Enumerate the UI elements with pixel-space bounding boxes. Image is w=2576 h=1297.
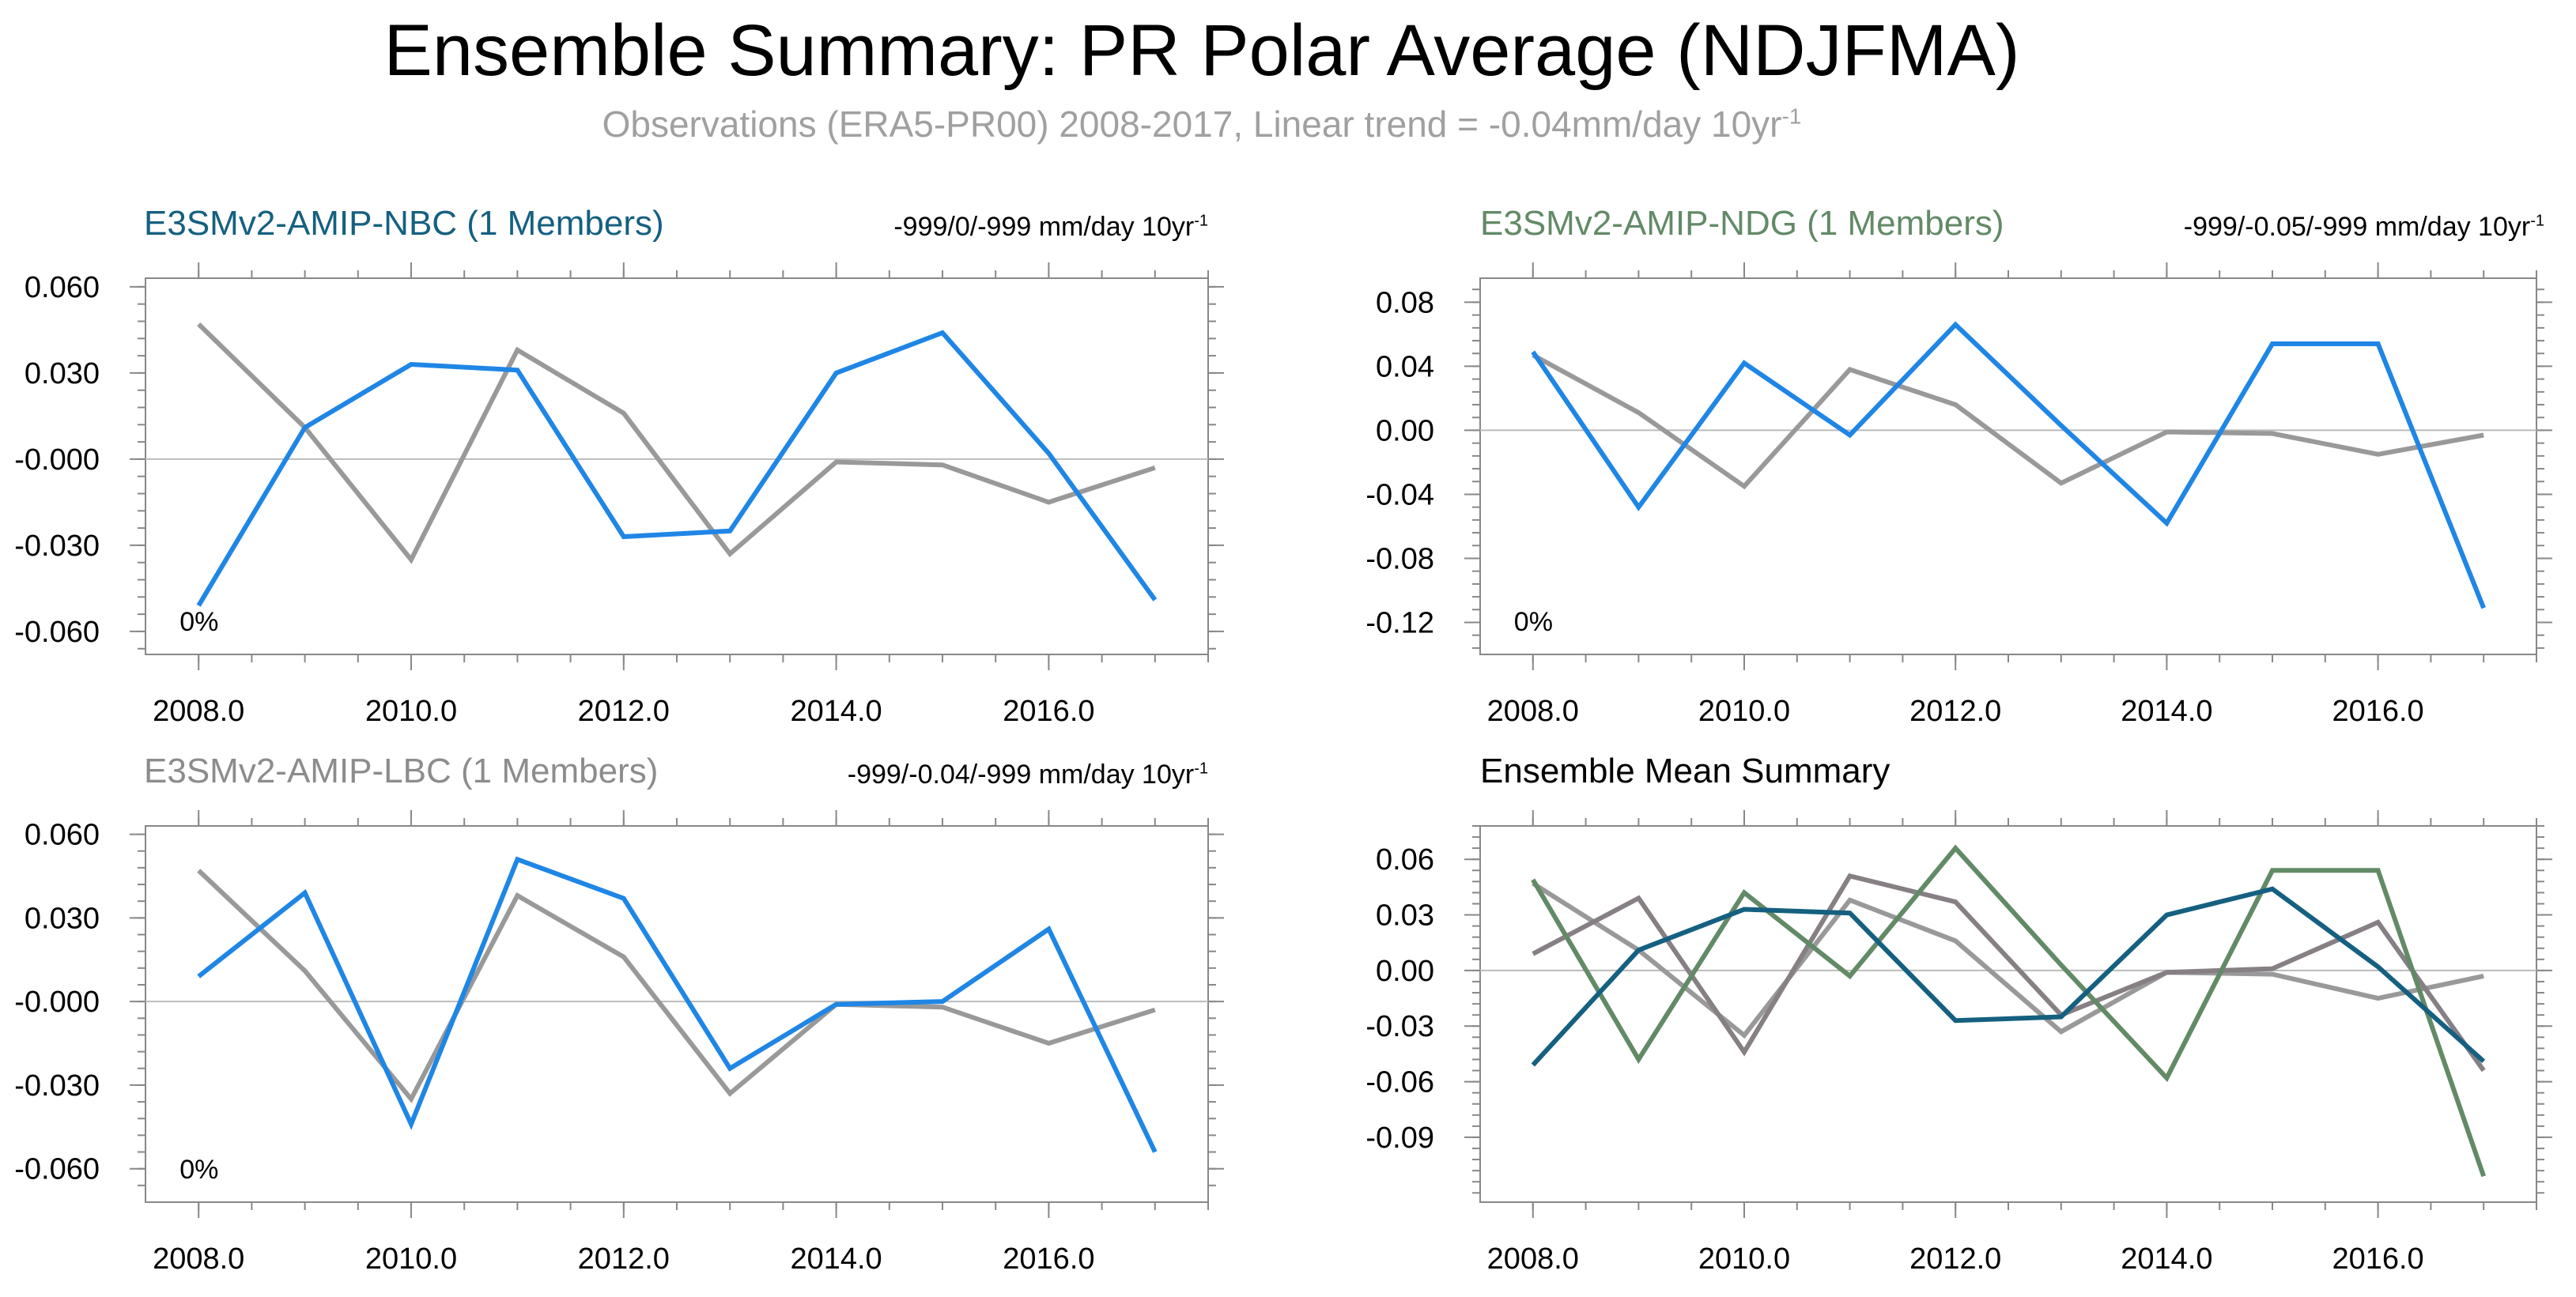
series-line-ndg	[1531, 844, 2487, 1178]
series-line-obs	[197, 322, 1156, 564]
chart-nbc: 0.060 0.030 -0.000 -0.030 -0.060 2008.0 2010.0…	[14, 262, 1224, 728]
y-tick-label: 0.030	[25, 357, 100, 390]
y-tick-label: -0.08	[1365, 542, 1434, 575]
series-line-obs	[197, 869, 1156, 1103]
x-tick-label: 2012.0	[578, 1242, 670, 1276]
page-subtitle: Observations (ERA5-PR00) 2008-2017, Line…	[0, 103, 2404, 145]
y-tick-label: 0.03	[1376, 899, 1434, 933]
x-tick-label: 2010.0	[365, 1242, 457, 1276]
x-tick-label: 2012.0	[1909, 1242, 2001, 1276]
series-line-model	[197, 856, 1158, 1153]
x-tick-label: 2010.0	[365, 695, 457, 728]
x-tick-label: 2008.0	[153, 695, 244, 728]
panel-trend-nbc: -999/0/-999 mm/day 10yr-1	[893, 212, 1208, 243]
x-tick-label: 2010.0	[1698, 1242, 1790, 1276]
y-tick-label: -0.09	[1365, 1122, 1434, 1155]
panel-title-lbc: E3SMv2-AMIP-LBC (1 Members)	[144, 752, 659, 790]
x-tick-label: 2008.0	[1487, 695, 1579, 728]
y-tick-label: -0.030	[14, 530, 100, 563]
x-tick-label: 2016.0	[2332, 1242, 2423, 1276]
panel-trend-superscript: -1	[2530, 212, 2544, 230]
x-tick-label: 2014.0	[2121, 695, 2212, 728]
plot-frame	[1479, 277, 2537, 655]
panel-trend-superscript: -1	[1194, 760, 1208, 778]
x-tick-label: 2016.0	[2332, 695, 2423, 728]
series-line-model	[1531, 321, 2486, 609]
panel-trend-ndg: -999/-0.05/-999 mm/day 10yr-1	[2184, 212, 2544, 243]
percent-label: 0%	[179, 1155, 218, 1185]
y-tick-label: -0.060	[14, 616, 100, 649]
y-tick-label: 0.060	[25, 271, 100, 304]
y-tick-label: -0.030	[14, 1069, 100, 1103]
x-tick-label: 2014.0	[790, 1242, 882, 1276]
panel-title-ensemble-mean: Ensemble Mean Summary	[1480, 752, 1890, 790]
x-tick-label: 2016.0	[1003, 695, 1094, 728]
series-line-model	[196, 330, 1158, 607]
y-tick-label: 0.00	[1376, 414, 1434, 447]
page-title: Ensemble Summary: PR Polar Average (NDJF…	[383, 10, 2020, 91]
subtitle-text: Observations (ERA5-PR00) 2008-2017, Line…	[602, 104, 1782, 145]
x-tick-label: 2008.0	[153, 1242, 244, 1276]
x-tick-label: 2014.0	[2121, 1242, 2212, 1276]
y-tick-label: 0.06	[1376, 843, 1434, 877]
y-tick-label: -0.000	[14, 443, 100, 477]
panel-trend-lbc: -999/-0.04/-999 mm/day 10yr-1	[848, 760, 1208, 790]
panel-title-ndg: E3SMv2-AMIP-NDG (1 Members)	[1480, 204, 2004, 243]
y-tick-label: 0.030	[25, 902, 100, 935]
plot-frame	[145, 825, 1209, 1203]
panel-trend-text: -999/-0.05/-999 mm/day 10yr	[2183, 212, 2531, 242]
y-tick-label: 0.04	[1376, 350, 1434, 383]
chart-lbc: 0.060 0.030 -0.000 -0.030 -0.060 2008.0 2010.0…	[14, 810, 1224, 1276]
series-line-obs	[1532, 353, 2484, 490]
chart-ensemble-mean: 0.06 0.03 0.00 -0.03 -0.06 -0.09 2008.0 2010.0 2…	[1365, 810, 2552, 1276]
x-tick-label: 2014.0	[790, 695, 882, 728]
y-tick-label: -0.03	[1365, 1010, 1434, 1043]
y-tick-label: 0.060	[25, 819, 100, 852]
panel-trend-text: -999/0/-999 mm/day 10yr	[893, 212, 1195, 242]
y-tick-label: -0.12	[1365, 606, 1434, 639]
x-tick-label: 2010.0	[1698, 695, 1790, 728]
series-line-obs	[1532, 881, 2484, 1039]
y-tick-label: 0.00	[1376, 955, 1434, 988]
x-tick-label: 2012.0	[1909, 695, 2001, 728]
panel-trend-text: -999/-0.04/-999 mm/day 10yr	[847, 760, 1195, 790]
y-tick-label: 0.08	[1376, 286, 1434, 319]
y-tick-label: -0.04	[1365, 478, 1434, 511]
plot-frame	[145, 277, 1209, 655]
subtitle-superscript: -1	[1781, 104, 1802, 129]
chart-ndg: 0.08 0.04 0.00 -0.04 -0.08 -0.12 2008.0 2010.0 2…	[1365, 262, 2552, 728]
x-tick-label: 2008.0	[1487, 1242, 1579, 1276]
plot-frame	[1479, 825, 2537, 1203]
x-tick-label: 2012.0	[578, 695, 670, 728]
y-tick-label: -0.060	[14, 1153, 100, 1186]
panel-trend-superscript: -1	[1194, 212, 1208, 230]
percent-label: 0%	[179, 607, 218, 637]
panel-title-nbc: E3SMv2-AMIP-NBC (1 Members)	[144, 204, 664, 243]
percent-label: 0%	[1514, 607, 1553, 637]
x-tick-label: 2016.0	[1003, 1242, 1094, 1276]
series-line-nbc	[1531, 886, 2486, 1067]
y-tick-label: -0.000	[14, 986, 100, 1019]
y-tick-label: -0.06	[1365, 1066, 1434, 1099]
